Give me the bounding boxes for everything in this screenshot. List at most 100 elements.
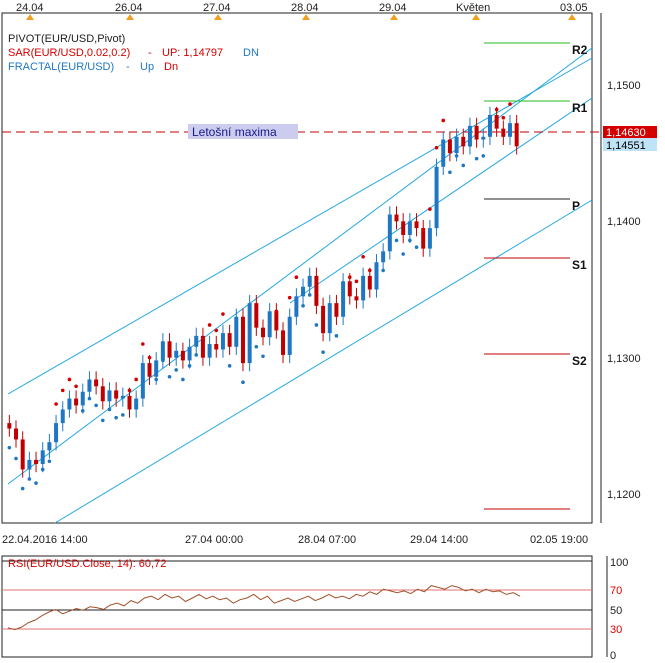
legend-sar-up: UP: 1,14797 [162,47,223,59]
date-marker-icon [214,14,222,20]
sar-dot [34,481,38,485]
candle-body [281,330,286,355]
sar-dot [321,350,325,355]
pivot-label: S2 [572,354,587,368]
sar-dot [254,344,259,349]
candle-body [501,128,506,137]
pivot-label: P [572,199,580,213]
candle-body [234,316,239,347]
sar-dot [174,368,179,372]
sar-dot [187,364,192,368]
sar-dot [241,380,245,385]
candle-body [14,428,19,440]
sar-dot [201,336,205,341]
candle-body [160,341,165,361]
candle-body [394,214,399,222]
sar-dot [454,154,459,158]
y-tick-label: 1,1400 [607,216,641,228]
candle-body [174,350,179,358]
candle-body [60,409,65,424]
date-marker-icon [472,14,480,20]
y-tick-label: 1,1500 [607,80,641,92]
top-date-label: 24.04 [16,2,44,14]
bottom-date-axis: 22.04.2016 14:00 27.04 00:00 28.04 07:00… [2,534,588,546]
rsi-level-label: 0 [610,650,616,662]
candle-body [180,350,185,361]
top-date-axis: 24.04 26.04 27.04 28.04 29.04 Květen 03.… [16,2,588,20]
candle-body [427,228,432,249]
sar-dot [261,354,265,359]
sar-dot [354,279,359,284]
candle-body [287,316,292,355]
candle-body [147,363,152,377]
candle-body [347,281,352,297]
candle-body [240,316,245,364]
sar-dot [474,156,479,161]
candles [7,106,519,478]
candle-body [227,333,232,347]
candle-body [447,139,452,154]
top-date-label: 03.05 [560,2,588,14]
candle-body [7,423,12,429]
indicator-legend: PIVOT(EUR/USD,Pivot) SAR(EUR/USD,0.02,0.… [8,33,259,73]
sar-dot [327,320,332,325]
date-marker-icon [126,14,134,20]
sar-dot [100,418,105,423]
sar-dot [20,486,25,491]
candle-body [494,114,499,129]
sar-dot [508,102,512,106]
sar-dot [207,323,212,327]
sar-dot [408,238,412,243]
legend-fractal-up: Up [140,61,154,73]
sar-dot [47,459,52,464]
candle-body [34,459,39,465]
candle-body [100,386,105,402]
rsi-line [7,585,521,631]
annotation-box [188,124,298,139]
sar-dot [374,279,379,284]
candle-body [187,346,192,361]
candle-body [474,125,479,140]
candle-body [127,395,132,410]
sar-dot [281,334,285,338]
sar-dots [7,102,519,491]
sar-dot [194,353,199,357]
candle-body [140,363,145,399]
sar-dot [368,268,372,273]
candle-body [467,125,472,147]
sar-dot [314,323,319,327]
last-price-label: 1,14551 [606,140,646,152]
sar-dot [181,377,185,382]
sar-dot [247,320,252,325]
sar-dot [428,207,432,211]
sar-dot [14,456,18,461]
candle-body [401,221,406,235]
sar-dot [74,384,78,389]
top-date-label: 28.04 [291,2,319,14]
sar-dot [141,342,145,346]
candle-body [267,311,272,338]
candle-body [47,442,52,451]
candle-body [220,333,225,350]
bottom-date-label: 29.04 14:00 [410,534,468,546]
sar-dot [514,125,519,130]
candle-body [361,275,366,301]
candle-body [274,311,279,331]
candle-body [314,275,319,306]
max-price-tag [603,126,657,139]
sar-dot [287,295,292,300]
sar-dot [114,415,118,420]
sar-dot [147,355,152,360]
candle-body [154,360,159,377]
channel-top [7,57,593,395]
candle-body [381,251,386,263]
top-date-label: 29.04 [379,2,407,14]
rsi-level-label: 100 [610,557,628,569]
sar-dot [94,403,98,408]
rsi-plot-frame [1,555,593,658]
candle-body [20,439,25,470]
y-tick-label: 1,1200 [607,489,641,501]
candle-body [94,379,99,387]
sar-dot [307,293,312,297]
